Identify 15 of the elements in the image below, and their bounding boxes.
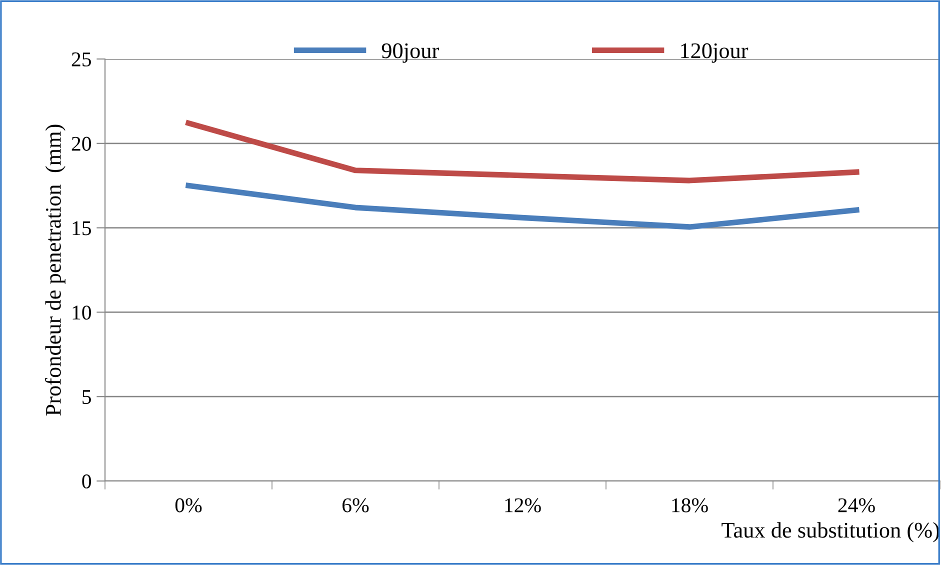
x-axis-title: Taux de substitution (%) (722, 522, 940, 542)
x-tick-label: 24% (838, 498, 875, 512)
legend-label: 120jour (681, 43, 748, 63)
y-tick-label: 25 (72, 52, 91, 66)
x-tick-label: 0% (175, 498, 202, 512)
y-tick-label: 15 (72, 221, 91, 236)
y-tick-label: 5 (82, 390, 91, 404)
legend-label: 90jour (382, 43, 439, 63)
x-tick-label: 12% (505, 498, 541, 512)
y-tick-label: 0 (82, 474, 92, 488)
y-tick-label: 10 (72, 306, 92, 320)
x-tick-label: 6% (342, 498, 369, 512)
y-tick-label: 20 (72, 136, 92, 151)
y-axis-title: Profondeur de penetration (mm) (45, 124, 66, 416)
x-tick-label: 18% (672, 498, 708, 512)
